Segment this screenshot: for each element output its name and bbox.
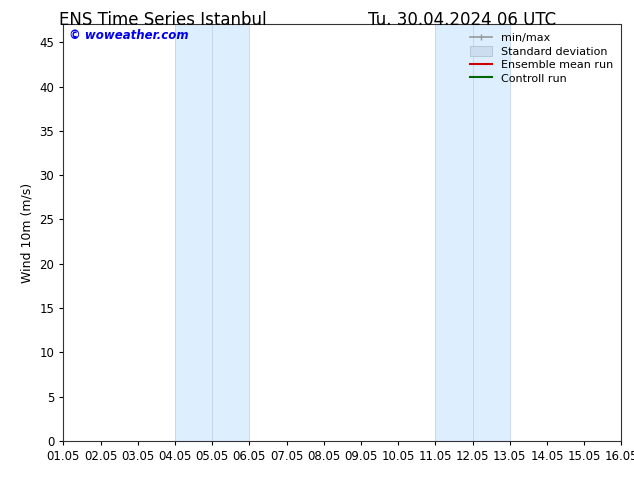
Legend: min/max, Standard deviation, Ensemble mean run, Controll run: min/max, Standard deviation, Ensemble me… xyxy=(466,28,618,88)
Y-axis label: Wind 10m (m/s): Wind 10m (m/s) xyxy=(21,183,34,283)
Bar xyxy=(436,24,510,441)
Bar xyxy=(175,24,249,441)
Text: © woweather.com: © woweather.com xyxy=(69,28,188,42)
Text: ENS Time Series Istanbul: ENS Time Series Istanbul xyxy=(59,11,266,29)
Text: Tu. 30.04.2024 06 UTC: Tu. 30.04.2024 06 UTC xyxy=(368,11,556,29)
